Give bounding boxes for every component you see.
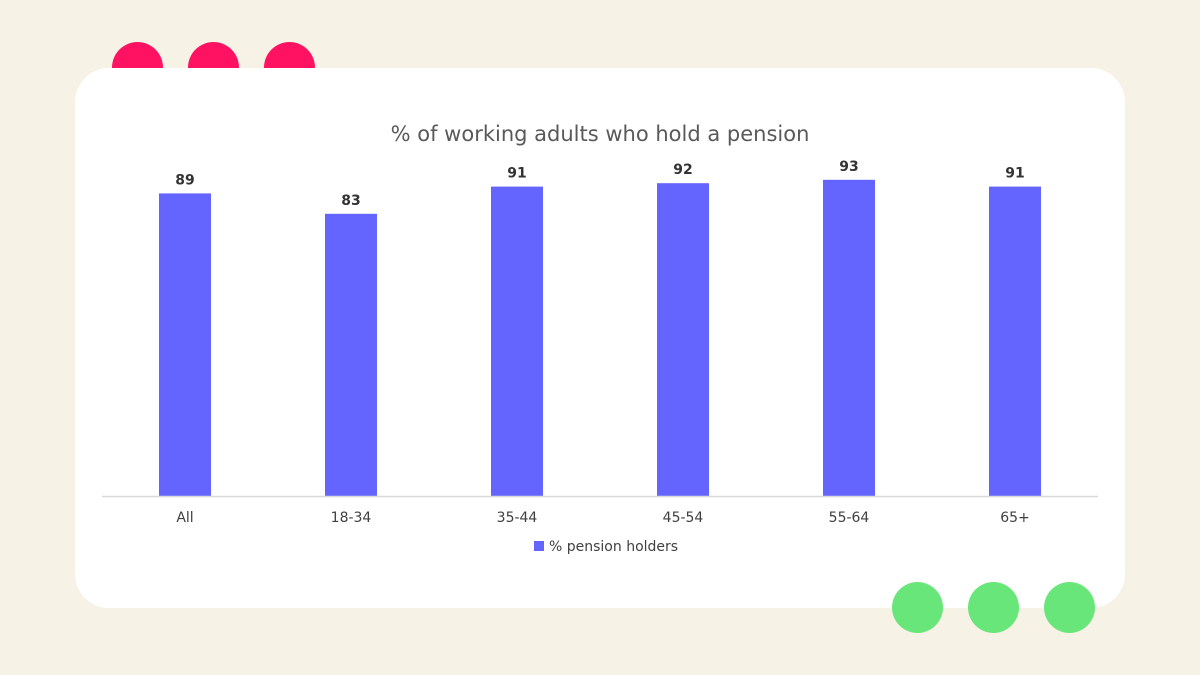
data-label-55-64: 93 bbox=[839, 159, 858, 175]
legend: % pension holders bbox=[534, 539, 678, 555]
x-tick-label-35-44: 35-44 bbox=[497, 510, 538, 526]
green-dot-decoration bbox=[968, 582, 1019, 633]
x-tick-label-65+: 65+ bbox=[1000, 510, 1030, 526]
data-label-35-44: 91 bbox=[507, 166, 526, 182]
x-tick-label-All: All bbox=[176, 510, 193, 526]
legend-label: % pension holders bbox=[549, 539, 678, 555]
bars-group: 89 83 91 92 93 91 bbox=[159, 159, 1041, 497]
data-label-45-54: 92 bbox=[673, 162, 692, 178]
data-label-All: 89 bbox=[175, 172, 194, 188]
data-label-65+: 91 bbox=[1005, 166, 1024, 182]
chart-title: % of working adults who hold a pension bbox=[391, 122, 810, 146]
green-dot-decoration bbox=[1044, 582, 1095, 633]
green-dot-decoration bbox=[892, 582, 943, 633]
bar-45-54 bbox=[657, 183, 709, 496]
x-tick-label-45-54: 45-54 bbox=[663, 510, 704, 526]
chart-card bbox=[75, 68, 1125, 608]
bar-18-34 bbox=[325, 213, 377, 497]
legend-swatch bbox=[534, 541, 544, 551]
x-tick-label-55-64: 55-64 bbox=[829, 510, 870, 526]
x-tick-label-18-34: 18-34 bbox=[331, 510, 372, 526]
bar-55-64 bbox=[823, 179, 875, 497]
data-label-18-34: 83 bbox=[341, 193, 360, 209]
bar-All bbox=[159, 193, 211, 496]
bar-35-44 bbox=[491, 186, 543, 496]
x-tick-labels: All 18-34 35-44 45-54 55-64 65+ bbox=[176, 510, 1029, 526]
bar-65+ bbox=[989, 186, 1041, 496]
